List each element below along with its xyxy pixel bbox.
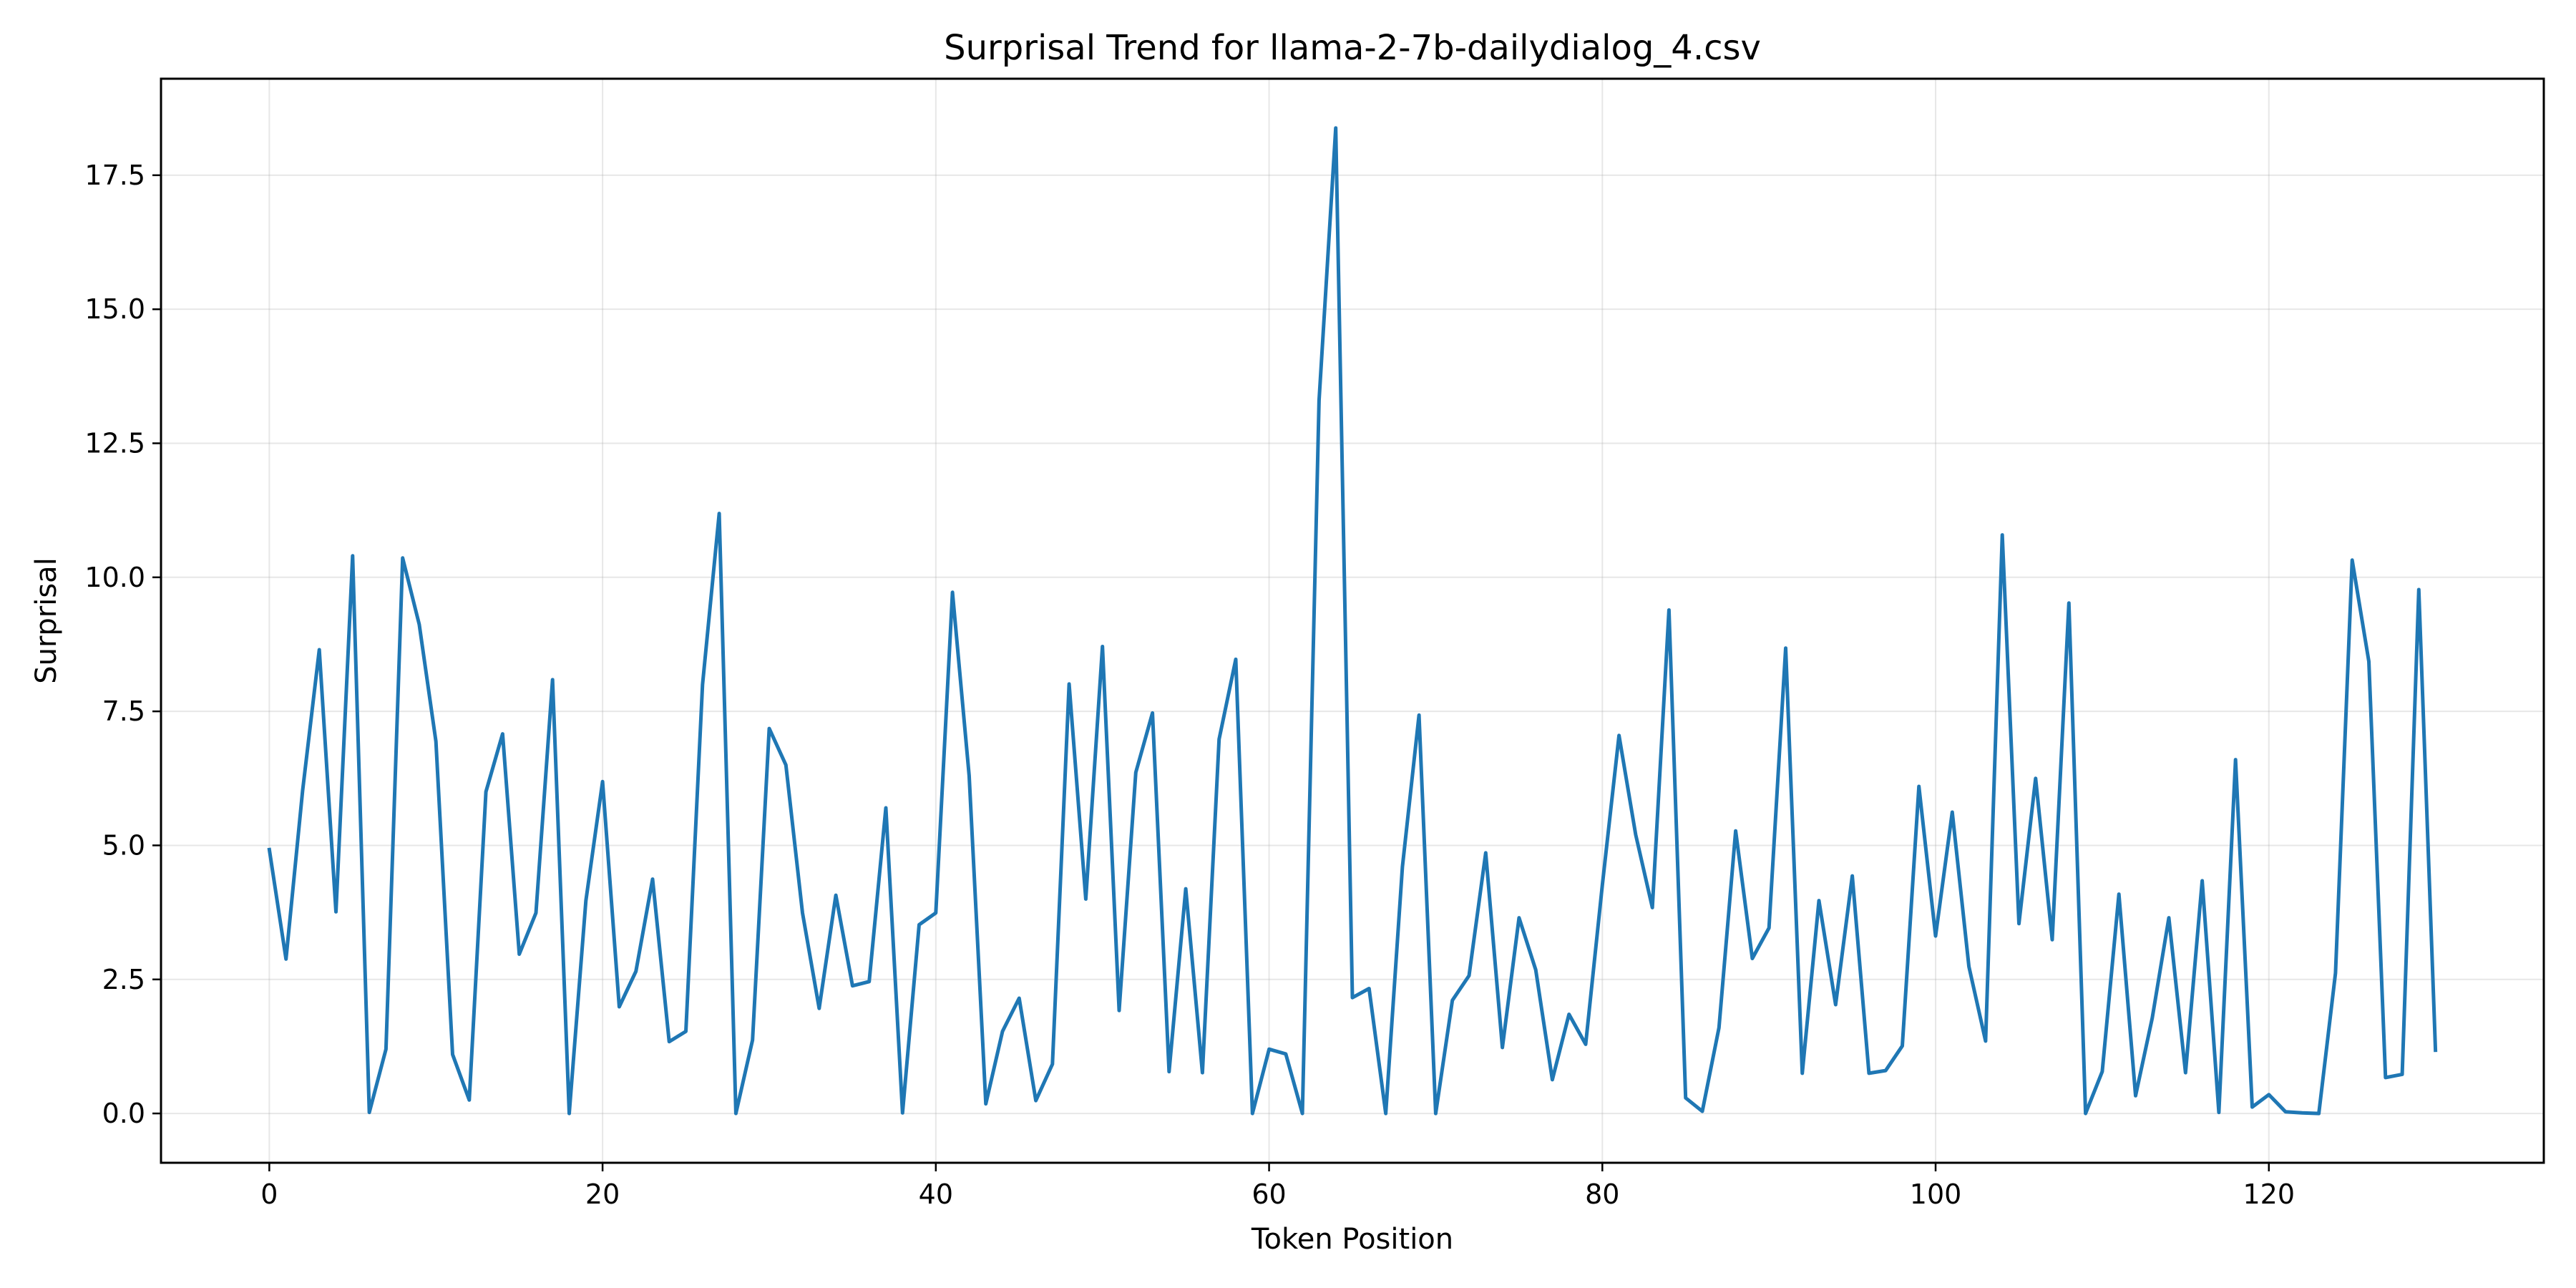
x-tick-label: 0: [260, 1179, 278, 1210]
plot-frame: [160, 77, 2545, 1164]
x-axis-title: Token Position: [1251, 1223, 1453, 1256]
y-axis-title: Surprisal: [30, 557, 63, 684]
x-tick-label: 40: [919, 1179, 953, 1210]
x-tick-label: 20: [585, 1179, 620, 1210]
y-tick-label: 15.0: [84, 293, 145, 325]
x-axis-ticks: 0 20 40 60 80 100 120: [260, 1163, 2295, 1210]
chart-title: Surprisal Trend for llama-2-7b-dailydial…: [944, 28, 1761, 68]
x-tick-label: 100: [1910, 1179, 1962, 1210]
series-line-0: [267, 126, 2438, 1116]
series-layer: [267, 126, 2438, 1116]
y-tick-label: 2.5: [102, 964, 145, 995]
y-tick-label: 5.0: [102, 829, 145, 861]
y-tick-label: 7.5: [102, 696, 145, 727]
y-tick-label: 10.0: [84, 562, 145, 593]
y-tick-label: 17.5: [84, 160, 145, 191]
x-tick-label: 120: [2243, 1179, 2296, 1210]
x-tick-label: 80: [1585, 1179, 1619, 1210]
y-axis-ticks: 0.0 2.5 5.0 7.5 10.0 12.5 15.0 17.5: [84, 160, 161, 1129]
grid-lines: [161, 79, 2544, 1163]
y-tick-label: 0.0: [102, 1098, 145, 1129]
x-tick-label: 60: [1252, 1179, 1286, 1210]
y-tick-label: 12.5: [84, 427, 145, 459]
